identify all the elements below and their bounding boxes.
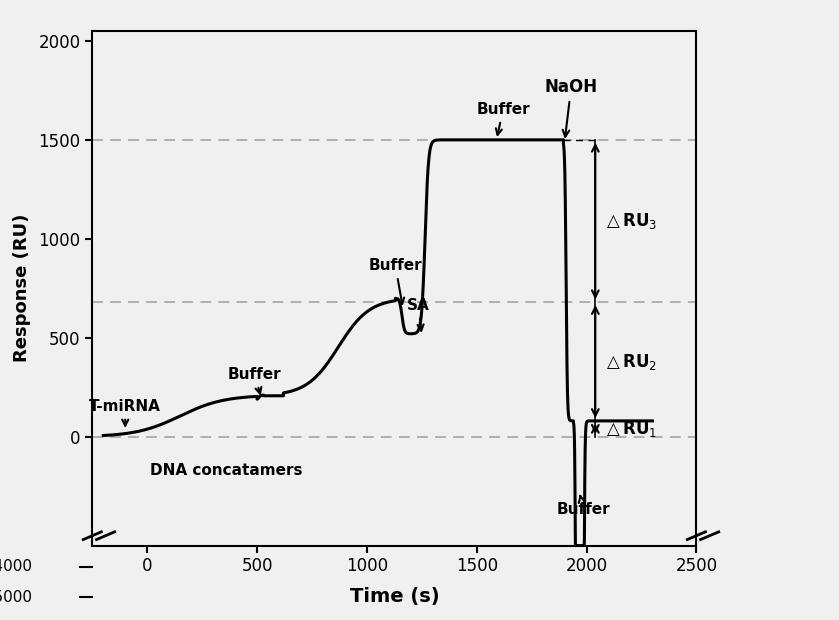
- Text: Buffer: Buffer: [477, 102, 530, 135]
- Text: Buffer: Buffer: [368, 259, 422, 304]
- Text: Buffer: Buffer: [228, 367, 282, 394]
- Text: $\triangle$RU$_1$: $\triangle$RU$_1$: [603, 419, 657, 439]
- Text: NaOH: NaOH: [545, 78, 597, 137]
- Text: DNA concatamers: DNA concatamers: [150, 463, 303, 479]
- Text: -5000: -5000: [0, 590, 32, 605]
- Text: Buffer: Buffer: [556, 496, 610, 517]
- Text: $\triangle$RU$_2$: $\triangle$RU$_2$: [603, 352, 657, 371]
- Y-axis label: Response (RU): Response (RU): [13, 214, 31, 363]
- Text: SA: SA: [407, 298, 430, 330]
- X-axis label: Time (s): Time (s): [350, 587, 439, 606]
- Text: $\triangle$RU$_3$: $\triangle$RU$_3$: [603, 211, 657, 231]
- Text: T-miRNA: T-miRNA: [89, 399, 161, 426]
- Text: -4000: -4000: [0, 559, 32, 574]
